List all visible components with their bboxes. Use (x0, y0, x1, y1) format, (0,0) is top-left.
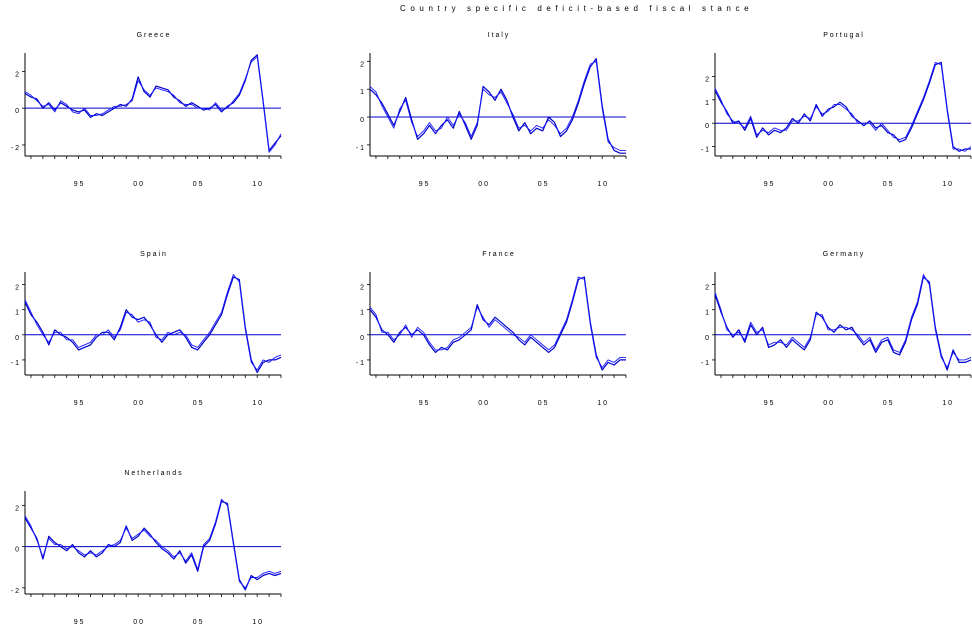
panel-title: S p a i n (140, 251, 166, 258)
x-tick-label: 0 0 (823, 181, 833, 188)
series-line-1 (24, 276, 282, 374)
y-tick-label: 1 (705, 310, 709, 317)
x-tick-label: 0 5 (538, 400, 548, 407)
panel-title: G r e e c e (137, 32, 170, 39)
y-tick-label: 2 (15, 71, 19, 78)
y-tick-label: 2 (360, 61, 364, 68)
y-tick-label: 0 (360, 117, 364, 124)
series-line-1 (714, 276, 972, 371)
x-tick-label: 1 0 (252, 400, 262, 407)
series-line-2 (369, 60, 626, 151)
y-tick-label: 2 (360, 285, 364, 292)
panel-title: G e r m a n y (823, 251, 864, 258)
x-tick-label: 0 0 (478, 181, 488, 188)
series-line-2 (714, 61, 972, 152)
series-line-2 (369, 276, 626, 368)
y-tick-label: 0 (360, 335, 364, 342)
y-tick-label: - 1 (356, 145, 364, 152)
x-tick-label: 0 5 (193, 181, 203, 188)
series-line-2 (24, 498, 282, 589)
y-tick-label: 2 (705, 285, 709, 292)
x-tick-label: 9 5 (419, 181, 429, 188)
y-tick-label: - 2 (11, 145, 19, 152)
panel-title: I t a l y (488, 32, 509, 39)
x-tick-label: 9 5 (419, 400, 429, 407)
x-tick-label: 1 0 (942, 181, 952, 188)
y-tick-label: - 1 (356, 360, 364, 367)
x-tick-label: 0 5 (538, 181, 548, 188)
series-line-1 (24, 500, 282, 591)
y-tick-label: - 1 (11, 360, 19, 367)
x-tick-label: 1 0 (942, 400, 952, 407)
x-tick-label: 9 5 (74, 400, 84, 407)
panel-title: F r a n c e (482, 251, 514, 258)
x-tick-label: 0 0 (133, 619, 143, 626)
x-tick-label: 1 0 (252, 619, 262, 626)
y-tick-label: 1 (705, 100, 709, 107)
y-tick-label: 0 (705, 123, 709, 130)
y-tick-label: 2 (15, 285, 19, 292)
y-tick-label: - 1 (701, 147, 709, 154)
x-tick-label: 1 0 (252, 181, 262, 188)
page-title-text: Country specific deficit-based fiscal st… (400, 4, 754, 13)
y-tick-label: 2 (705, 76, 709, 83)
x-tick-label: 9 5 (74, 619, 84, 626)
x-tick-label: 0 5 (193, 400, 203, 407)
series-line-2 (714, 274, 972, 368)
x-tick-label: 0 0 (133, 181, 143, 188)
series-line-2 (24, 274, 282, 371)
y-tick-label: - 2 (11, 588, 19, 595)
y-tick-label: 0 (705, 335, 709, 342)
panel-greece: G r e e c e 9 5 0 0 0 5 1 0 - 2 0 2 (11, 32, 282, 188)
x-tick-label: 9 5 (74, 181, 84, 188)
x-tick-label: 1 0 (597, 400, 607, 407)
x-tick-label: 0 5 (883, 400, 893, 407)
x-tick-label: 0 5 (883, 181, 893, 188)
y-tick-label: 1 (15, 310, 19, 317)
x-tick-label: 9 5 (764, 400, 774, 407)
x-tick-label: 9 5 (764, 181, 774, 188)
x-tick-label: 0 0 (823, 400, 833, 407)
y-tick-label: 1 (360, 310, 364, 317)
y-tick-label: 1 (360, 89, 364, 96)
series-line-1 (369, 276, 626, 371)
panel-title: N e t h e r l a n d s (124, 470, 182, 477)
panel-netherlands: N e t h e r l a n d s 9 5 0 0 0 5 1 0 - 2 0 2 (11, 470, 282, 626)
x-tick-label: 0 0 (478, 400, 488, 407)
x-tick-label: 0 0 (133, 400, 143, 407)
x-tick-label: 1 0 (597, 181, 607, 188)
y-tick-label: 2 (15, 505, 19, 512)
y-tick-label: 0 (15, 547, 19, 554)
series-line-2 (24, 56, 282, 153)
x-tick-label: 0 5 (193, 619, 203, 626)
series-line-1 (714, 61, 971, 152)
y-tick-label: 0 (15, 335, 19, 342)
y-tick-label: 0 (15, 108, 19, 115)
panel-title: P o r t u g a l (823, 32, 863, 39)
y-tick-label: - 1 (701, 360, 709, 367)
